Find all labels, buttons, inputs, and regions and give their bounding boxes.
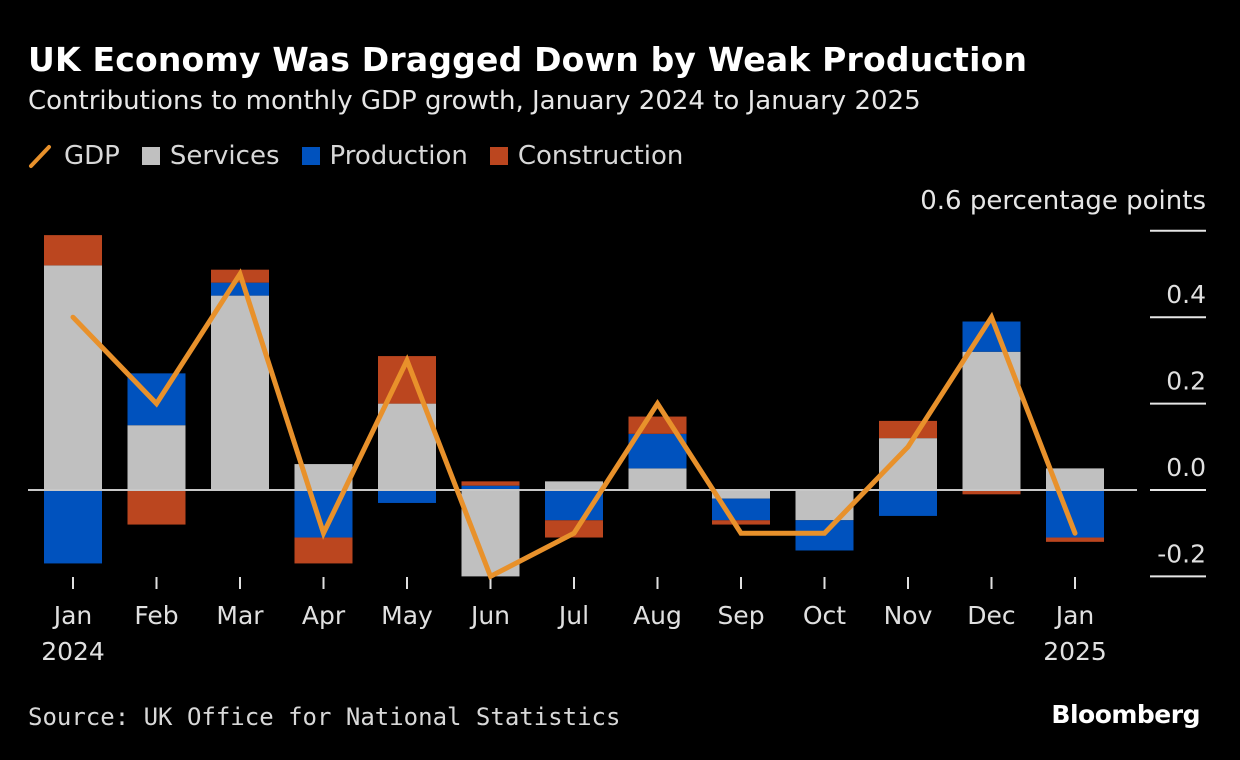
bar-services-7 bbox=[628, 468, 687, 490]
legend-label: Services bbox=[169, 141, 280, 171]
bar-services-1 bbox=[127, 425, 186, 490]
bar-production-5 bbox=[461, 485, 520, 490]
x-tick-label: Jan bbox=[52, 601, 93, 630]
bar-construction-10 bbox=[879, 420, 937, 439]
bar-construction-12 bbox=[1046, 537, 1104, 542]
x-tick-label: May bbox=[381, 601, 433, 630]
bar-production-10 bbox=[879, 490, 937, 516]
bar-services-12 bbox=[1046, 468, 1104, 490]
bar-services-0 bbox=[44, 265, 102, 490]
source-note: Source: UK Office for National Statistic… bbox=[28, 703, 621, 731]
legend-item-production: Production bbox=[301, 141, 468, 171]
y-axis-unit-label: 0.6 percentage points bbox=[920, 186, 1206, 216]
legend: GDP Services Production Construction bbox=[28, 141, 705, 171]
x-tick-label: Mar bbox=[216, 601, 264, 630]
y-tick-label: 0.0 bbox=[1166, 453, 1206, 482]
legend-item-construction: Construction bbox=[489, 141, 684, 171]
legend-item-services: Services bbox=[141, 141, 280, 171]
x-tick-label: Nov bbox=[884, 601, 933, 630]
y-tick-label: -0.2 bbox=[1157, 539, 1206, 568]
legend-services-swatch-icon bbox=[141, 147, 160, 165]
x-tick-label: Apr bbox=[302, 601, 346, 630]
x-tick-sublabel: 2024 bbox=[41, 637, 105, 666]
bar-construction-1 bbox=[127, 490, 186, 525]
bar-services-8 bbox=[712, 490, 770, 499]
legend-construction-swatch-icon bbox=[489, 147, 508, 165]
chart-subtitle: Contributions to monthly GDP growth, Jan… bbox=[28, 86, 921, 116]
y-axis: -0.2 0.0 0.2 0.4 bbox=[1150, 229, 1206, 578]
gdp-line-group bbox=[70, 268, 1078, 580]
x-tick-label: Dec bbox=[967, 601, 1015, 630]
chart-title: UK Economy Was Dragged Down by Weak Prod… bbox=[28, 40, 1028, 79]
legend-item-gdp: GDP bbox=[28, 141, 120, 171]
legend-line-icon bbox=[29, 145, 51, 168]
x-tick-label: Oct bbox=[803, 601, 846, 630]
bloomberg-logo: Bloomberg bbox=[1051, 700, 1200, 729]
x-tick-sublabel: 2025 bbox=[1043, 637, 1107, 666]
bar-construction-8 bbox=[712, 520, 770, 525]
x-tick-label: Sep bbox=[717, 601, 764, 630]
y-tick-label: 0.4 bbox=[1166, 280, 1206, 309]
bar-production-0 bbox=[44, 490, 102, 564]
bar-services-4 bbox=[378, 403, 436, 490]
x-tick-label: Jan bbox=[1054, 601, 1095, 630]
bar-services-11 bbox=[962, 351, 1021, 490]
bar-construction-11 bbox=[962, 490, 1021, 495]
x-tick-label: Jul bbox=[557, 601, 589, 630]
bar-construction-5 bbox=[461, 481, 520, 486]
legend-label: Production bbox=[329, 141, 468, 171]
y-tick-label: 0.2 bbox=[1166, 367, 1206, 396]
bar-production-7 bbox=[628, 433, 687, 469]
bar-construction-3 bbox=[294, 537, 353, 564]
x-axis: Jan 2024 Feb Mar Apr May Jun Jul Aug Sep Oct Nov Dec… bbox=[41, 577, 1107, 666]
x-tick-label: Aug bbox=[633, 601, 682, 630]
bar-production-2 bbox=[211, 282, 269, 296]
bar-production-4 bbox=[378, 490, 436, 503]
bar-services-2 bbox=[211, 295, 269, 490]
legend-production-swatch-icon bbox=[301, 147, 320, 165]
bars-group bbox=[44, 235, 1104, 577]
bar-services-6 bbox=[545, 481, 603, 490]
legend-label: Construction bbox=[517, 141, 684, 171]
legend-label: GDP bbox=[64, 141, 120, 171]
legend-gdp-swatch bbox=[29, 145, 51, 168]
x-tick-label: Feb bbox=[134, 601, 178, 630]
x-tick-label: Jun bbox=[469, 601, 510, 630]
bar-construction-0 bbox=[44, 235, 102, 266]
